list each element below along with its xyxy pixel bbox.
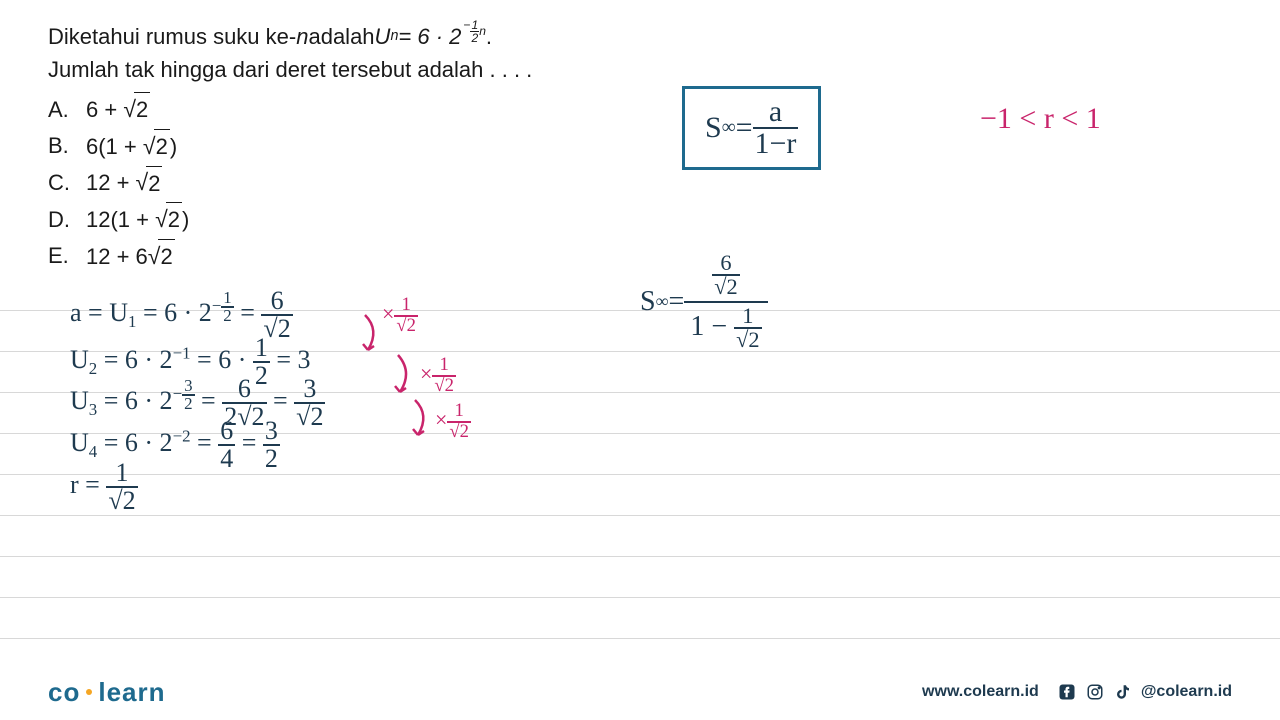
question-line-2: Jumlah tak hingga dari deret tersebut ad… xyxy=(48,53,1232,86)
q-exponent: − 1 2 n xyxy=(463,19,486,44)
work-r: r = 1√2 xyxy=(70,460,138,514)
footer-url: www.colearn.id xyxy=(922,683,1039,701)
condition-text: −1 < r < 1 xyxy=(980,102,1101,136)
facebook-icon xyxy=(1057,682,1077,702)
mult-2: ×1√2 xyxy=(420,356,456,395)
tiktok-icon xyxy=(1113,682,1133,702)
mult-1: ×1√2 xyxy=(382,296,418,335)
question-line-1: Diketahui rumus suku ke- n adalah U n = … xyxy=(48,20,1232,53)
s-infinity-expr: S∞ = 6√2 1 − 1√2 xyxy=(640,250,768,354)
instagram-icon xyxy=(1085,682,1105,702)
mult-3: ×1√2 xyxy=(435,402,471,441)
footer-right: www.colearn.id @colearn.id xyxy=(922,682,1232,702)
q-text: adalah xyxy=(308,20,374,53)
formula-box: S∞ = a1−r xyxy=(682,86,821,170)
colearn-logo: co learn xyxy=(48,677,166,708)
logo-dot-icon xyxy=(86,689,92,695)
question-block: Diketahui rumus suku ke- n adalah U n = … xyxy=(48,20,1232,275)
q-formula: U n = 6 · 2 − 1 2 n xyxy=(375,20,486,53)
footer-handle: @colearn.id xyxy=(1141,683,1232,701)
footer: co learn www.colearn.id @colearn.id xyxy=(0,664,1280,720)
q-text: Diketahui rumus suku ke- xyxy=(48,20,296,53)
footer-socials: @colearn.id xyxy=(1057,682,1232,702)
choice-C: C. 12 + √2 xyxy=(48,165,1232,200)
q-text: . xyxy=(486,20,492,53)
choice-D: D. 12(1 + √2) xyxy=(48,202,1232,237)
q-n: n xyxy=(296,20,308,53)
